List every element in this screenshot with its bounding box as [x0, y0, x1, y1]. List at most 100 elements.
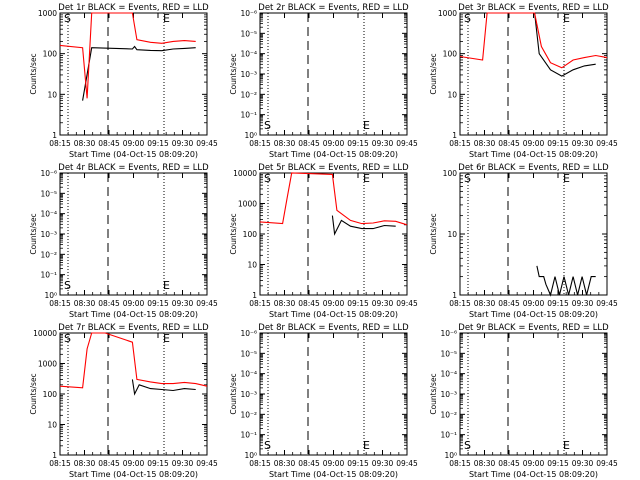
y-tick-label: 10⁰	[44, 291, 57, 300]
x-tick-label: 08:30	[74, 299, 96, 308]
x-axis-label: Start Time (04-Oct-15 08:09:20)	[69, 310, 198, 319]
x-tick-label: 08:45	[98, 299, 120, 308]
x-axis-label: Start Time (04-Oct-15 08:09:20)	[269, 310, 398, 319]
x-tick-label: 09:15	[147, 139, 169, 148]
series-line-b	[59, 332, 208, 389]
y-tick-label: 100	[243, 230, 258, 239]
x-tick-label: 09:30	[172, 139, 194, 148]
y-tick-label: 1	[252, 291, 257, 300]
y-tick-label: 10⁻⁶	[440, 329, 457, 338]
x-tick-label: 09:30	[572, 459, 594, 468]
x-tick-label: 09:30	[372, 299, 394, 308]
y-axis-label: Counts/sec	[229, 373, 238, 414]
y-tick-label: 1000	[438, 9, 457, 18]
x-tick-label: 08:30	[74, 459, 96, 468]
y-tick-label: 1000	[238, 200, 257, 209]
panel-title: Det 2r BLACK = Events, RED = LLD	[258, 3, 409, 13]
y-axis-label: Counts/sec	[29, 213, 38, 254]
start-marker: S	[464, 12, 471, 25]
y-tick-label: 1	[452, 131, 457, 140]
y-tick-label: 10⁻³	[40, 230, 57, 239]
panel-title: Det 7r BLACK = Events, RED = LLD	[58, 323, 209, 333]
y-tick-label: 1	[52, 131, 57, 140]
panel-title: Det 6r BLACK = Events, RED = LLD	[458, 163, 609, 173]
y-tick-label: 10000	[233, 169, 257, 178]
series-line-b	[59, 12, 196, 99]
y-tick-label: 10	[247, 261, 257, 270]
y-tick-label: 100	[443, 50, 458, 59]
x-tick-label: 09:45	[596, 459, 618, 468]
y-tick-label: 100	[43, 390, 58, 399]
x-tick-label: 09:15	[147, 459, 169, 468]
x-tick-label: 08:15	[449, 139, 471, 148]
x-tick-label: 08:45	[498, 299, 520, 308]
x-axis-label: Start Time (04-Oct-15 08:09:20)	[469, 150, 598, 159]
start-marker: S	[464, 172, 471, 185]
y-tick-label: 10⁰	[244, 131, 257, 140]
x-tick-label: 09:30	[572, 299, 594, 308]
x-tick-label: 09:45	[596, 299, 618, 308]
y-tick-label: 10000	[33, 329, 57, 338]
panel-6: Det 6r BLACK = Events, RED = LLD 1 10 100 08…	[429, 163, 618, 319]
y-axis-label: Counts/sec	[229, 213, 238, 254]
y-tick-label: 10⁻¹	[240, 431, 257, 440]
plot-frame	[459, 172, 608, 296]
panel-1: Det 1r BLACK = Events, RED = LLD 1 10 100 10…	[29, 3, 218, 159]
x-tick-label: 08:45	[298, 299, 320, 308]
y-axis-label: Counts/sec	[229, 53, 238, 94]
end-marker: E	[363, 172, 370, 185]
x-tick-label: 09:15	[347, 459, 369, 468]
plot-frame	[459, 332, 608, 456]
x-tick-label: 09:00	[123, 139, 145, 148]
end-marker: E	[163, 12, 170, 25]
panel-9: Det 9r BLACK = Events, RED = LLD 10⁰ 10⁻¹ 1…	[429, 323, 618, 479]
x-axis-label: Start Time (04-Oct-15 08:09:20)	[269, 150, 398, 159]
x-tick-label: 08:15	[249, 139, 271, 148]
x-tick-label: 08:30	[474, 299, 496, 308]
y-tick-label: 10⁻¹	[40, 271, 57, 280]
panel-2: Det 2r BLACK = Events, RED = LLD 10⁰ 10⁻¹ 1…	[229, 3, 418, 159]
end-marker: E	[563, 439, 570, 452]
start-marker: S	[264, 439, 271, 452]
x-tick-label: 09:00	[323, 299, 345, 308]
x-tick-label: 09:00	[523, 299, 545, 308]
start-marker: S	[464, 439, 471, 452]
end-marker: E	[163, 332, 170, 345]
start-marker: S	[264, 172, 271, 185]
x-axis-label: Start Time (04-Oct-15 08:09:20)	[69, 150, 198, 159]
series-line-a	[82, 45, 196, 101]
panel-title: Det 8r BLACK = Events, RED = LLD	[258, 323, 409, 333]
series-line-a	[331, 215, 396, 236]
x-tick-label: 08:30	[474, 139, 496, 148]
plot-frame	[259, 172, 408, 296]
x-tick-label: 09:00	[123, 299, 145, 308]
y-tick-label: 10	[447, 230, 457, 239]
x-tick-label: 08:45	[298, 459, 320, 468]
y-tick-label: 1	[52, 451, 57, 460]
y-tick-label: 10⁻⁶	[240, 329, 257, 338]
y-tick-label: 10⁻⁵	[240, 349, 257, 358]
x-tick-label: 08:15	[449, 459, 471, 468]
y-tick-label: 10⁻³	[440, 390, 457, 399]
x-axis-label: Start Time (04-Oct-15 08:09:20)	[69, 470, 198, 479]
y-axis-label: Counts/sec	[429, 373, 438, 414]
plot-frame	[259, 332, 408, 456]
x-tick-label: 09:15	[147, 299, 169, 308]
y-tick-label: 10⁻²	[40, 250, 57, 259]
panel-4: Det 4r BLACK = Events, RED = LLD 10⁰ 10⁻¹ 1…	[29, 163, 218, 319]
y-tick-label: 1000	[38, 360, 57, 369]
x-tick-label: 08:15	[249, 299, 271, 308]
start-marker: S	[64, 12, 71, 25]
y-tick-label: 10⁻¹	[440, 431, 457, 440]
y-tick-label: 10⁻²	[440, 410, 457, 419]
end-marker: E	[363, 119, 370, 132]
y-tick-label: 10⁻²	[240, 410, 257, 419]
x-tick-label: 08:30	[74, 139, 96, 148]
series-line-b	[459, 12, 608, 69]
x-tick-label: 08:15	[49, 299, 71, 308]
end-marker: E	[363, 439, 370, 452]
x-tick-label: 08:30	[274, 459, 296, 468]
y-axis-label: Counts/sec	[429, 53, 438, 94]
y-tick-label: 10	[47, 90, 57, 99]
